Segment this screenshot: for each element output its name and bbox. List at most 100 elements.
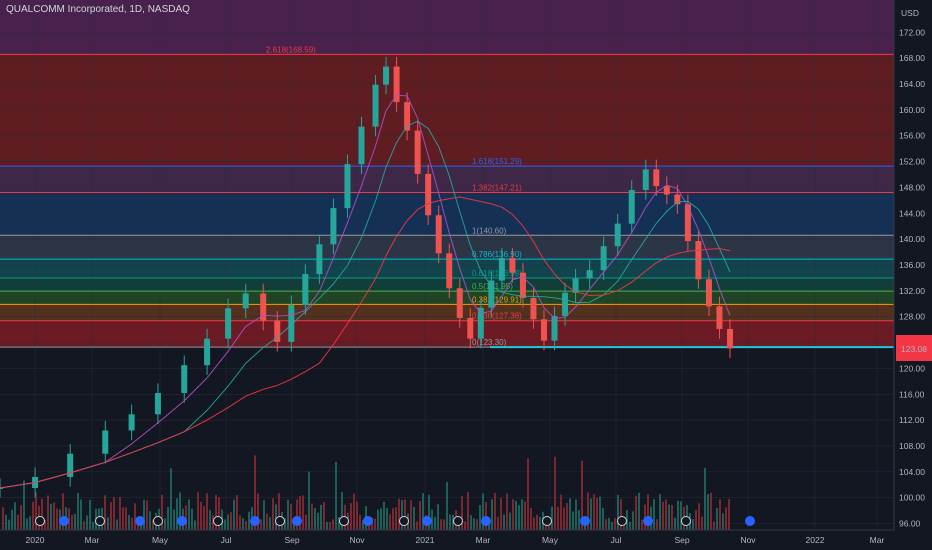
volume-bar <box>503 514 505 530</box>
volume-bar <box>170 468 172 530</box>
y-tick-label: 144.00 <box>899 208 925 218</box>
volume-bar <box>386 508 388 530</box>
y-tick-label: 136.00 <box>899 260 925 270</box>
volume-bar <box>479 505 481 530</box>
dividend-marker <box>177 516 187 526</box>
volume-bar <box>446 481 448 530</box>
volume-bar <box>122 507 124 530</box>
volume-bar <box>653 499 655 530</box>
volume-bar <box>230 512 232 530</box>
volume-bar <box>560 494 562 530</box>
candle-body <box>684 204 691 242</box>
volume-bar <box>350 503 352 530</box>
x-tick-label: Mar <box>870 535 885 545</box>
volume-bar <box>2 507 4 530</box>
volume-bar <box>149 511 151 530</box>
volume-bar <box>146 500 148 530</box>
last-price-badge-bg <box>896 335 932 361</box>
time-axis[interactable]: 2020 Mar May Jul Sep Nov 2021 Mar May Jul Sep Nov 20… <box>26 535 885 545</box>
last-price-badge[interactable]: 123.08 <box>896 335 932 361</box>
volume-bar <box>413 507 415 530</box>
fib-level-label-0.786: 0.786(136.90) <box>472 250 522 259</box>
candle-body <box>288 305 295 342</box>
volume-bar <box>89 499 91 530</box>
volume-bar <box>569 498 571 530</box>
volume-bar <box>47 495 49 530</box>
volume-bar <box>185 505 187 530</box>
candle-body <box>344 164 351 209</box>
volume-bar <box>416 521 418 530</box>
dividend-marker <box>422 516 432 526</box>
last-price-text: 123.08 <box>901 344 927 354</box>
volume-bar <box>434 516 436 530</box>
candle-body <box>695 241 702 280</box>
volume-bar <box>314 508 316 530</box>
volume-bar <box>422 493 424 530</box>
volume-bar <box>614 518 616 530</box>
volume-bar <box>380 508 382 530</box>
volume-bar <box>491 499 493 530</box>
earnings-marker <box>213 516 223 526</box>
candle-body <box>260 293 267 321</box>
candle-body <box>204 338 211 366</box>
volume-bar <box>665 499 667 530</box>
earnings-marker <box>339 516 349 526</box>
y-tick-label: 108.00 <box>899 441 925 451</box>
volume-bar <box>113 497 115 530</box>
volume-bar <box>698 503 700 530</box>
volume-bar <box>335 461 337 530</box>
candle-body <box>540 319 547 341</box>
price-series <box>0 56 733 498</box>
volume-bar <box>329 521 331 530</box>
y-tick-label: 152.00 <box>899 157 925 167</box>
dividend-marker <box>580 516 590 526</box>
volume-bar <box>659 494 661 530</box>
volume-bar <box>353 493 355 530</box>
y-tick-label: 172.00 <box>899 27 925 37</box>
volume-bar <box>272 498 274 530</box>
y-tick-label: 132.00 <box>899 286 925 296</box>
volume-bar <box>557 506 559 530</box>
volume-bar <box>512 499 514 530</box>
volume-bar <box>116 519 118 530</box>
volume-bar <box>419 500 421 530</box>
volume-bar <box>23 480 25 530</box>
volume-bar <box>71 514 73 530</box>
price-axis[interactable]: 96.00 100.00 104.00 108.00 112.00 116.00 120.0… <box>899 27 925 528</box>
volume-bar <box>302 495 304 530</box>
y-tick-label: 104.00 <box>899 467 925 477</box>
candle-body <box>225 308 232 339</box>
dividend-marker <box>59 516 69 526</box>
dividend-marker <box>481 516 491 526</box>
volume-bar <box>173 509 175 530</box>
candle-body <box>653 169 660 187</box>
earnings-marker <box>35 516 45 526</box>
candle-body <box>102 430 109 454</box>
volume-bar <box>602 507 604 530</box>
volume-bar <box>572 511 574 530</box>
volume-bar <box>461 495 463 530</box>
volume-bar <box>263 500 265 530</box>
candle-body <box>242 293 249 309</box>
volume-bar <box>269 517 271 530</box>
volume-bar <box>266 513 268 530</box>
earnings-marker <box>617 516 627 526</box>
fib-level-label-0.382: 0.382(129.91) <box>472 295 522 304</box>
dividend-marker <box>292 516 302 526</box>
volume-bar <box>725 507 727 530</box>
volume-bar <box>191 508 193 530</box>
candle-body <box>498 257 505 281</box>
volume-bar <box>617 494 619 530</box>
dividend-marker <box>250 516 260 526</box>
volume-bar <box>509 512 511 530</box>
volume-bar <box>83 521 85 530</box>
volume-bar <box>629 521 631 530</box>
earnings-marker <box>542 516 552 526</box>
x-tick-label: Nov <box>740 535 756 545</box>
candle-body <box>663 186 670 195</box>
volume-bar <box>596 498 598 530</box>
x-tick-label: May <box>152 535 169 545</box>
volume-bar <box>11 509 13 530</box>
